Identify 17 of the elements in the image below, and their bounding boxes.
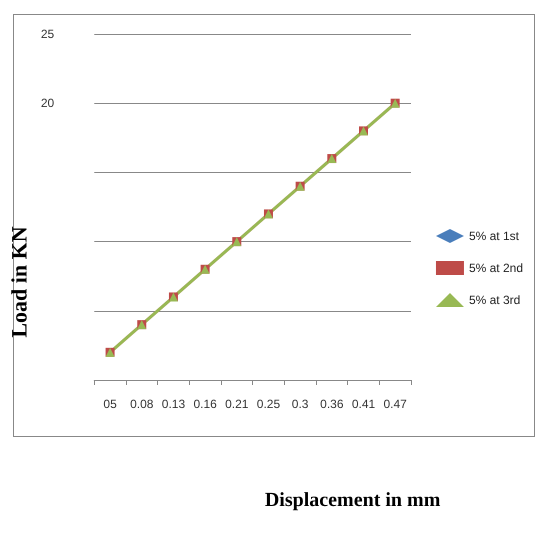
y-tick-label: 20: [40, 96, 55, 110]
y-tick-label: 25: [40, 27, 55, 41]
x-tick-label: 0.08: [130, 397, 154, 411]
x-tick-label: 0.21: [225, 397, 249, 411]
x-tick-label: 0.36: [320, 397, 344, 411]
x-tick-label: 0.13: [162, 397, 186, 411]
legend-label: 5% at 1st: [468, 229, 520, 243]
y-axis-title: Load in KN: [6, 226, 32, 338]
x-tick-label: 0.47: [383, 397, 408, 411]
x-axis-title: Displacement in mm: [264, 489, 441, 511]
x-tick-label: 0.16: [193, 397, 218, 411]
legend-label: 5% at 2nd: [468, 261, 524, 275]
x-tick-label: 05: [103, 397, 118, 411]
legend-label: 5% at 3rd: [468, 293, 520, 307]
x-tick-label: 0.25: [256, 397, 280, 411]
x-tick-label: 0.41: [352, 397, 376, 411]
x-tick-label: 0.3: [292, 397, 309, 411]
